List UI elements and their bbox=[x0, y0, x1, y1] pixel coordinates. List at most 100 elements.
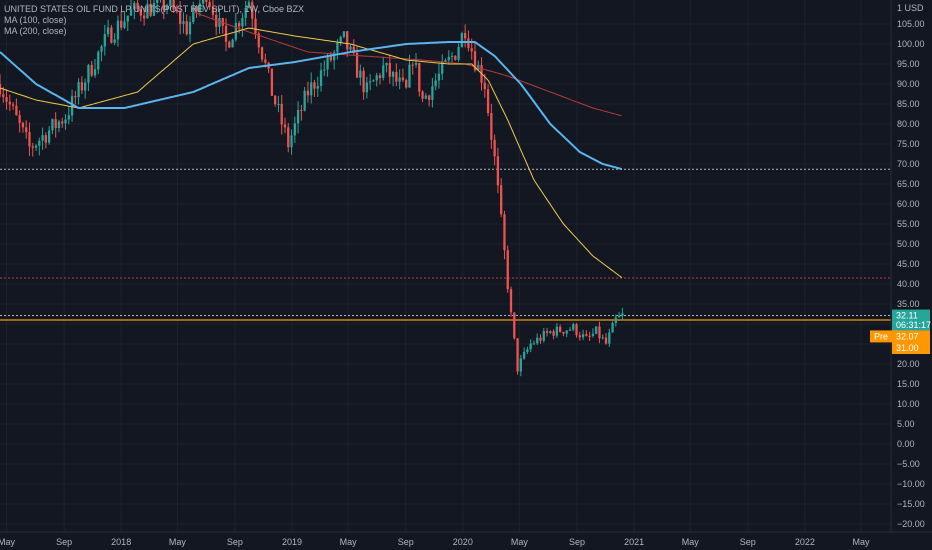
ma100-legend[interactable]: MA (100, close) bbox=[4, 15, 67, 25]
candle-body bbox=[139, 9, 143, 16]
price-tag-label: 32.07 bbox=[896, 331, 919, 341]
candle-body bbox=[306, 90, 310, 96]
candle-body bbox=[581, 334, 585, 338]
candle bbox=[411, 61, 414, 75]
candle-body bbox=[61, 121, 64, 124]
candle-body bbox=[5, 97, 8, 102]
candle bbox=[372, 79, 375, 82]
candle bbox=[201, 0, 205, 12]
candle bbox=[152, 0, 156, 17]
candle bbox=[5, 89, 8, 110]
price-tick-label: −10.00 bbox=[897, 479, 925, 489]
candle-body bbox=[595, 326, 598, 334]
candle-body bbox=[188, 22, 192, 35]
candle-body bbox=[326, 55, 329, 70]
candle bbox=[310, 72, 313, 104]
candle bbox=[559, 324, 562, 333]
candle-body bbox=[532, 343, 536, 345]
candle-body bbox=[21, 122, 25, 128]
candle-body bbox=[44, 135, 48, 143]
candle-body bbox=[493, 139, 496, 157]
candle bbox=[601, 334, 604, 340]
candle bbox=[97, 50, 100, 75]
candle-body bbox=[185, 21, 188, 35]
candle bbox=[342, 31, 346, 39]
price-tick-label: 60.00 bbox=[897, 199, 920, 209]
candle bbox=[67, 105, 70, 125]
candle-body bbox=[617, 315, 621, 318]
price-tag-label: 31.00 bbox=[896, 343, 919, 353]
candle-body bbox=[169, 0, 172, 7]
candle-body bbox=[509, 289, 513, 313]
candle-body bbox=[539, 337, 542, 341]
candle-body bbox=[231, 39, 234, 48]
candle bbox=[585, 330, 588, 337]
candle-body bbox=[408, 64, 411, 88]
price-tick-label: 55.00 bbox=[897, 219, 920, 229]
candle-body bbox=[77, 82, 80, 98]
candle bbox=[156, 0, 159, 14]
candle bbox=[421, 90, 424, 103]
price-axis[interactable]: 1 USD 105.00 100.00 95.00 90.00 85.00 80.00 75.… bbox=[890, 0, 925, 532]
symbol-title[interactable]: UNITED STATES OIL FUND LP UNITS(POST REV… bbox=[4, 4, 305, 14]
candle-body bbox=[38, 140, 41, 146]
candle-body bbox=[391, 71, 395, 77]
candle-body bbox=[257, 33, 260, 48]
candle bbox=[93, 59, 97, 78]
time-tick-label: May bbox=[511, 537, 529, 547]
candle-body bbox=[175, 9, 179, 12]
candle bbox=[15, 98, 18, 116]
horizontal-lines[interactable] bbox=[0, 168, 891, 321]
candle bbox=[57, 119, 61, 133]
candle bbox=[503, 210, 506, 260]
candle bbox=[80, 76, 84, 95]
price-tick-label: 90.00 bbox=[897, 79, 920, 89]
candle bbox=[244, 0, 247, 26]
candle bbox=[519, 354, 522, 377]
candle bbox=[509, 286, 513, 317]
time-axis[interactable]: May Sep 2018 May Sep 2019 May Sep 2020 May Sep 2021… bbox=[0, 531, 932, 547]
candle-body bbox=[385, 62, 388, 66]
candle-body bbox=[251, 2, 254, 19]
candle-body bbox=[332, 52, 336, 61]
candle-body bbox=[342, 31, 346, 37]
candle-body bbox=[375, 75, 378, 81]
price-tag-prefix-bg bbox=[870, 330, 892, 343]
candle-body bbox=[165, 6, 169, 10]
price-tag-label: 32.11 bbox=[896, 311, 918, 321]
candle bbox=[562, 331, 565, 337]
candle bbox=[293, 116, 296, 144]
candle bbox=[621, 307, 624, 321]
candle-body bbox=[234, 22, 237, 40]
candle bbox=[572, 322, 575, 332]
candle-body bbox=[486, 89, 490, 114]
candle bbox=[290, 129, 293, 155]
time-tick-label: Sep bbox=[227, 537, 243, 547]
time-tick-label: 2020 bbox=[453, 537, 473, 547]
candle bbox=[221, 17, 224, 34]
ma200-legend[interactable]: MA (200, close) bbox=[4, 26, 67, 36]
candle bbox=[300, 104, 303, 121]
candle bbox=[427, 94, 431, 107]
candle bbox=[578, 331, 581, 341]
candle-body bbox=[552, 331, 555, 336]
candle-body bbox=[323, 69, 326, 71]
candle bbox=[54, 112, 57, 138]
price-tick-label: −15.00 bbox=[897, 499, 925, 509]
candle bbox=[483, 73, 486, 98]
candle bbox=[205, 0, 208, 8]
candle-body bbox=[123, 21, 126, 28]
time-tick-label: 2022 bbox=[795, 537, 815, 547]
candle-body bbox=[84, 82, 87, 91]
candle bbox=[21, 121, 25, 133]
candle-body bbox=[421, 91, 424, 99]
candle-body bbox=[441, 61, 444, 74]
candle-body bbox=[555, 326, 559, 336]
candle-body bbox=[241, 17, 244, 27]
candle bbox=[323, 60, 326, 77]
candle-body bbox=[28, 132, 31, 147]
candle-body bbox=[67, 115, 70, 120]
price-tick-label: 100.00 bbox=[897, 39, 925, 49]
